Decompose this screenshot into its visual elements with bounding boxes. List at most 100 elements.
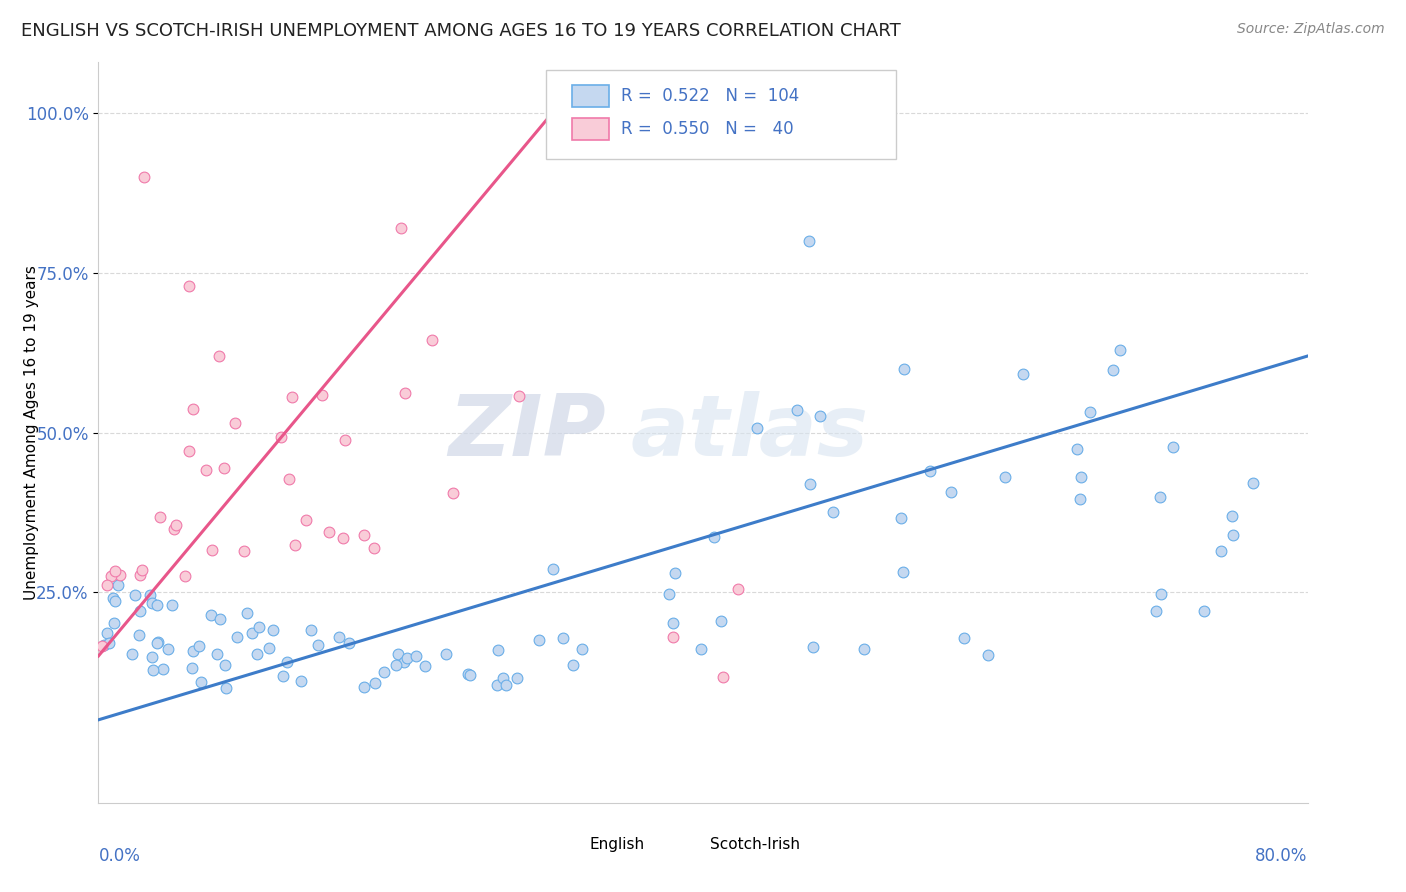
Point [799, 477, 821, 491]
Point [703, 530, 725, 544]
Point [121, 647, 143, 661]
Point [233, 544, 256, 558]
Point [709, 614, 731, 628]
Point [977, 648, 1000, 662]
Point [141, 596, 163, 610]
Point [571, 641, 593, 656]
Point [994, 470, 1017, 484]
Point [711, 670, 734, 684]
Point [103, 564, 125, 578]
Point [893, 362, 915, 376]
Point [486, 643, 509, 657]
Point [492, 672, 515, 686]
Point [353, 528, 375, 542]
Point [177, 444, 200, 458]
Point [276, 655, 298, 669]
Point [508, 389, 530, 403]
Point [103, 616, 125, 631]
Text: ZIP: ZIP [449, 391, 606, 475]
Point [541, 561, 564, 575]
Point [188, 640, 211, 654]
Point [278, 472, 301, 486]
Point [104, 593, 127, 607]
Point [165, 518, 187, 533]
Point [823, 505, 845, 519]
Point [200, 607, 222, 622]
Text: 80.0%: 80.0% [1256, 847, 1308, 865]
Point [1150, 587, 1173, 601]
Point [394, 385, 416, 400]
Point [131, 563, 153, 577]
Point [160, 598, 183, 612]
Point [299, 623, 322, 637]
Point [128, 567, 150, 582]
Point [392, 655, 415, 669]
Point [389, 221, 412, 235]
Point [506, 671, 529, 685]
Point [284, 538, 307, 552]
Point [262, 623, 284, 637]
Point [247, 620, 270, 634]
Point [141, 649, 163, 664]
Point [212, 461, 235, 475]
Bar [679, 836, 706, 853]
Point [1241, 476, 1264, 491]
Point [460, 668, 482, 682]
Point [808, 409, 831, 424]
Text: ENGLISH VS SCOTCH-IRISH UNEMPLOYMENT AMONG AGES 16 TO 19 YEARS CORRELATION CHART: ENGLISH VS SCOTCH-IRISH UNEMPLOYMENT AMO… [21, 22, 901, 40]
Point [1012, 367, 1035, 381]
Text: R =  0.550   N =   40: R = 0.550 N = 40 [621, 120, 793, 138]
Point [110, 567, 132, 582]
Point [363, 541, 385, 556]
Point [318, 525, 340, 540]
Point [891, 566, 914, 580]
Point [333, 433, 356, 447]
Point [1222, 527, 1244, 541]
Point [190, 674, 212, 689]
Point [364, 676, 387, 690]
Point [96, 578, 118, 592]
Point [142, 664, 165, 678]
Text: atlas: atlas [630, 391, 869, 475]
Point [98, 636, 121, 650]
Point [396, 651, 419, 665]
Point [101, 591, 124, 605]
Point [146, 598, 169, 612]
Point [205, 647, 228, 661]
Text: 0.0%: 0.0% [98, 847, 141, 865]
Point [173, 568, 195, 582]
Point [939, 485, 962, 500]
Point [128, 604, 150, 618]
Point [132, 170, 155, 185]
Point [413, 659, 436, 673]
Point [295, 513, 318, 527]
Point [162, 523, 184, 537]
Point [786, 403, 808, 417]
Point [146, 634, 169, 648]
Point [224, 417, 246, 431]
Point [179, 278, 201, 293]
Point [727, 582, 749, 597]
Point [215, 681, 238, 695]
Point [918, 464, 941, 478]
Point [420, 333, 443, 347]
Point [208, 349, 231, 363]
Point [890, 510, 912, 524]
Point [246, 648, 269, 662]
Point [180, 661, 202, 675]
Point [139, 588, 162, 602]
Point [1069, 492, 1091, 507]
Point [485, 678, 508, 692]
Point [747, 421, 769, 435]
Point [1149, 490, 1171, 504]
Point [1102, 363, 1125, 377]
Point [225, 630, 247, 644]
Point [1192, 604, 1215, 618]
Point [801, 640, 824, 654]
Point [149, 510, 172, 524]
Point [328, 630, 350, 644]
FancyBboxPatch shape [546, 70, 897, 159]
Point [100, 569, 122, 583]
Point [495, 678, 517, 692]
Point [527, 632, 550, 647]
